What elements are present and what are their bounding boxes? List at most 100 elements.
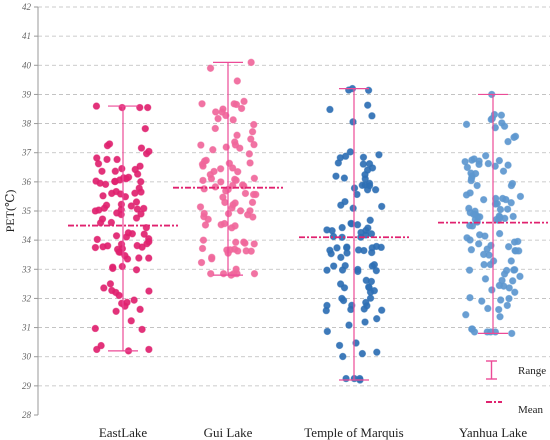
data-point <box>368 248 376 257</box>
data-point <box>360 246 368 255</box>
data-point <box>461 157 469 166</box>
data-point <box>496 312 504 321</box>
data-point <box>237 104 246 113</box>
data-point <box>93 235 101 244</box>
series-yanhua-lake <box>438 90 548 338</box>
data-point <box>330 262 338 270</box>
data-point <box>136 103 144 112</box>
data-point <box>245 150 254 158</box>
series-gui-lake <box>173 58 283 279</box>
data-point <box>361 318 369 326</box>
data-point <box>102 201 111 209</box>
data-point <box>484 159 493 168</box>
data-point <box>198 100 206 108</box>
y-tick-label: 32 <box>21 293 32 303</box>
data-point <box>364 101 372 109</box>
data-point <box>233 131 241 139</box>
data-point <box>100 284 108 292</box>
data-point <box>136 305 144 314</box>
data-point <box>223 246 231 254</box>
data-point <box>333 244 341 252</box>
data-point <box>92 102 101 110</box>
data-point <box>242 247 250 255</box>
y-tick-label: 30 <box>21 352 32 362</box>
data-point <box>366 216 374 224</box>
data-point <box>502 266 511 275</box>
data-point <box>507 181 516 190</box>
data-point <box>91 324 100 333</box>
data-point <box>508 277 517 285</box>
data-point <box>481 232 489 240</box>
data-point <box>505 284 513 292</box>
data-point <box>207 174 216 183</box>
data-point <box>106 280 115 288</box>
data-point <box>375 151 383 159</box>
y-tick-labels: 28 29 30 31 32 33 34 35 36 37 38 39 40 41 42 <box>21 2 38 420</box>
y-tick-label: 41 <box>22 31 31 41</box>
data-point <box>229 116 237 124</box>
data-point <box>143 239 151 248</box>
data-point <box>496 296 505 304</box>
category-label: EastLake <box>99 425 148 440</box>
data-point <box>197 258 206 267</box>
category-label: Gui Lake <box>204 425 253 440</box>
data-point <box>132 214 141 222</box>
data-point <box>220 219 229 228</box>
data-point <box>496 213 504 221</box>
data-point <box>137 210 145 218</box>
data-point <box>206 64 215 72</box>
data-point <box>353 190 361 199</box>
data-point <box>371 186 380 194</box>
data-point <box>359 153 368 161</box>
data-point <box>516 192 525 201</box>
data-point <box>143 103 152 112</box>
data-point <box>370 260 379 269</box>
data-point <box>504 161 512 169</box>
data-point <box>510 133 518 142</box>
data-point <box>341 197 349 206</box>
data-point <box>135 254 143 262</box>
data-point <box>504 242 513 251</box>
data-point <box>326 105 334 114</box>
data-point <box>473 181 481 190</box>
y-tick-label: 39 <box>21 89 32 99</box>
data-point <box>211 108 220 116</box>
data-point <box>483 328 491 336</box>
data-point <box>109 264 117 273</box>
data-point <box>337 253 345 262</box>
y-tick-label: 35 <box>21 206 32 216</box>
data-point <box>378 202 386 211</box>
data-point <box>123 298 131 307</box>
legend-mean-label: Mean <box>518 404 544 416</box>
data-point <box>491 200 500 208</box>
data-point <box>202 156 210 165</box>
legend-range-label: Range <box>518 365 546 377</box>
data-point <box>500 122 509 130</box>
data-point <box>225 159 234 167</box>
data-point <box>327 249 335 258</box>
data-point <box>340 284 349 292</box>
data-point <box>231 141 240 149</box>
data-point <box>217 178 225 186</box>
data-point <box>335 341 344 350</box>
data-point <box>249 213 257 221</box>
data-point <box>216 165 225 173</box>
data-point <box>466 189 474 197</box>
category-labels: EastLake Gui Lake Temple of Marquis Yanhua … <box>99 425 528 440</box>
data-point <box>98 167 106 175</box>
data-point <box>462 120 471 129</box>
data-point <box>248 128 257 136</box>
y-tick-label: 31 <box>21 323 31 333</box>
data-point <box>116 190 125 198</box>
data-point <box>365 159 374 168</box>
data-point <box>495 156 504 165</box>
data-point <box>322 306 330 315</box>
data-point <box>503 301 511 310</box>
data-point <box>338 266 347 274</box>
data-point <box>508 329 516 338</box>
data-point <box>214 114 222 123</box>
data-point <box>199 176 207 185</box>
data-point <box>468 222 477 230</box>
data-point <box>105 140 114 148</box>
